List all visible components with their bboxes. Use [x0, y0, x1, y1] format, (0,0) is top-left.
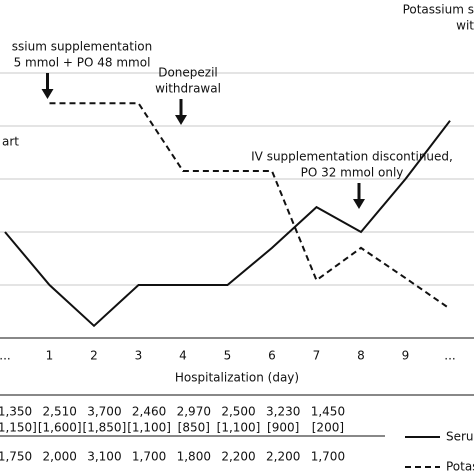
table-cell: 3,230 [266, 405, 300, 419]
x-tick-label: 9 [402, 349, 410, 363]
table-cell: 1,700 [311, 450, 345, 464]
annotation: withdrawal [155, 82, 221, 96]
legend-label: Serum [446, 430, 474, 444]
arrow-head [353, 199, 365, 209]
table-cell: [200] [312, 421, 344, 435]
x-axis-label: Hospitalization (day) [175, 371, 299, 385]
table-cell: 1,750 [0, 450, 32, 464]
x-tick-label: ... [0, 349, 11, 363]
table-cell: 2,200 [266, 450, 300, 464]
x-tick-label: 7 [313, 349, 321, 363]
table-cell: 2,970 [177, 405, 211, 419]
table-cell: [900] [267, 421, 299, 435]
table-cell: [1,150] [0, 421, 37, 435]
x-tick-label: 5 [224, 349, 232, 363]
annotation: Potassium s [403, 3, 474, 17]
table-cell: 1,350 [0, 405, 32, 419]
table-cell: 2,000 [43, 450, 77, 464]
table-cell: 2,500 [221, 405, 255, 419]
series-line [4, 120, 451, 328]
annotation: PO 32 mmol only [301, 166, 404, 180]
annotation: wit [456, 19, 474, 33]
annotation: IV supplementation discontinued, [251, 150, 453, 164]
table-cell: [1,100] [127, 421, 171, 435]
table-cell: 2,200 [221, 450, 255, 464]
arrow-head [175, 115, 187, 125]
x-tick-label: 6 [268, 349, 276, 363]
x-tick-label: 3 [135, 349, 143, 363]
arrow-head [41, 89, 54, 99]
x-tick-label: 2 [90, 349, 98, 363]
series-line [49, 102, 451, 310]
annotation: ssium supplementation [12, 40, 152, 54]
legend-label: Potassiu [446, 460, 474, 474]
table-cell: 3,100 [87, 450, 121, 464]
annotation: Donepezil [158, 66, 218, 80]
table-cell: 1,700 [132, 450, 166, 464]
table-cell: [850] [178, 421, 210, 435]
table-cell: 3,700 [87, 405, 121, 419]
table-cell: [1,100] [217, 421, 261, 435]
x-tick-label: ... [444, 349, 455, 363]
annotation: art [2, 135, 19, 149]
table-cell: [1,600] [38, 421, 82, 435]
x-tick-label: 8 [357, 349, 365, 363]
annotation: 5 mmol + PO 48 mmol [14, 56, 151, 70]
table-cell: 2,460 [132, 405, 166, 419]
table-cell: 1,800 [177, 450, 211, 464]
table-cell: 1,450 [311, 405, 345, 419]
x-tick-label: 4 [179, 349, 187, 363]
x-tick-label: 1 [46, 349, 54, 363]
table-cell: 2,510 [43, 405, 77, 419]
table-cell: [1,850] [83, 421, 127, 435]
